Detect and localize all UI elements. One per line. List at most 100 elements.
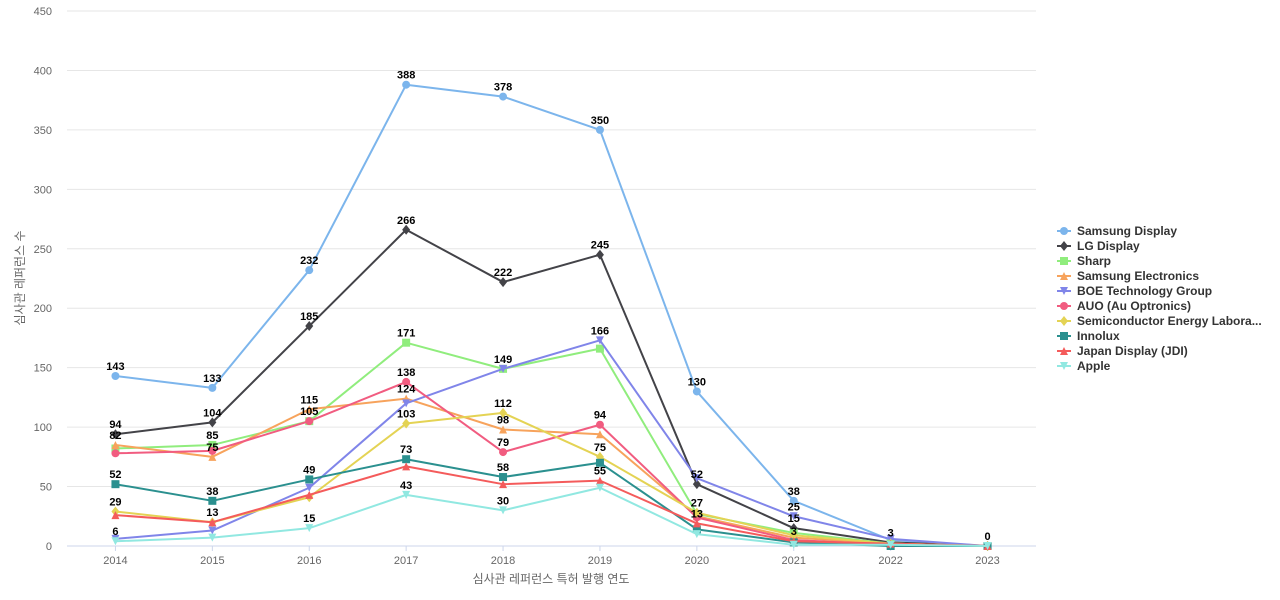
data-point[interactable]	[692, 519, 701, 528]
legend-label: Samsung Display	[1077, 224, 1177, 238]
legend-marker[interactable]	[1060, 227, 1068, 235]
legend-marker[interactable]	[1060, 332, 1068, 340]
data-point[interactable]	[111, 537, 120, 546]
data-point[interactable]	[692, 479, 701, 490]
data-point[interactable]	[499, 448, 508, 457]
data-point[interactable]	[595, 483, 604, 492]
series-0	[111, 80, 992, 550]
data-point[interactable]	[595, 336, 604, 345]
data-point[interactable]	[305, 405, 314, 414]
data-point[interactable]	[111, 449, 120, 458]
x-tick-label: 2021	[782, 555, 806, 567]
legend-marker[interactable]	[1060, 302, 1068, 310]
data-label: 55	[594, 466, 606, 478]
data-point[interactable]	[402, 418, 411, 429]
data-point[interactable]	[208, 526, 217, 535]
legend-item[interactable]: Innolux	[1057, 329, 1120, 343]
legend-marker[interactable]	[1060, 347, 1068, 355]
data-point[interactable]	[305, 483, 314, 492]
data-point[interactable]	[595, 458, 604, 467]
data-point[interactable]	[305, 266, 314, 275]
legend-item[interactable]: AUO (Au Optronics)	[1057, 299, 1191, 313]
data-point[interactable]	[499, 92, 508, 101]
data-point[interactable]	[111, 511, 120, 520]
legend-marker[interactable]	[1060, 316, 1068, 326]
legend-item[interactable]: LG Display	[1057, 239, 1140, 253]
data-point[interactable]	[692, 507, 701, 518]
legend-marker[interactable]	[1060, 257, 1068, 265]
data-label: 171	[397, 328, 415, 340]
data-point[interactable]	[499, 473, 508, 482]
data-point[interactable]	[402, 399, 411, 408]
data-point[interactable]	[305, 475, 314, 484]
data-point[interactable]	[111, 429, 120, 440]
legend-marker[interactable]	[1060, 241, 1068, 251]
data-point[interactable]	[499, 480, 508, 489]
data-point[interactable]	[595, 476, 604, 485]
legend-item[interactable]: Japan Display (JDI)	[1057, 344, 1188, 358]
data-point[interactable]	[499, 407, 508, 418]
data-point[interactable]	[692, 387, 701, 396]
legend-item[interactable]: Semiconductor Energy Labora...	[1057, 314, 1262, 328]
data-point[interactable]	[499, 277, 508, 288]
data-point[interactable]	[499, 506, 508, 515]
legend-item[interactable]: BOE Technology Group	[1057, 284, 1212, 298]
data-label: 98	[497, 414, 509, 426]
legend-label: LG Display	[1077, 239, 1140, 253]
data-point[interactable]	[402, 490, 411, 499]
legend-item[interactable]: Samsung Electronics	[1057, 269, 1199, 283]
data-point[interactable]	[305, 490, 314, 499]
data-label: 3	[888, 527, 894, 539]
data-point[interactable]	[208, 417, 217, 428]
data-point[interactable]	[305, 524, 314, 533]
data-point[interactable]	[208, 518, 217, 527]
data-point[interactable]	[208, 496, 217, 505]
legend-marker[interactable]	[1060, 287, 1068, 295]
data-point[interactable]	[499, 364, 508, 373]
data-point[interactable]	[111, 371, 120, 380]
series-1	[111, 224, 992, 551]
data-point[interactable]	[208, 440, 217, 449]
data-point[interactable]	[402, 80, 411, 89]
legend-item[interactable]: Samsung Display	[1057, 224, 1177, 238]
data-point[interactable]	[789, 530, 798, 541]
legend-item[interactable]: Apple	[1057, 359, 1111, 373]
data-point[interactable]	[789, 512, 798, 521]
data-point[interactable]	[402, 462, 411, 471]
data-point[interactable]	[886, 540, 895, 549]
data-label: 43	[400, 480, 412, 492]
data-point[interactable]	[208, 446, 217, 455]
data-point[interactable]	[208, 533, 217, 542]
data-point[interactable]	[692, 530, 701, 539]
data-point[interactable]	[789, 496, 798, 505]
data-point[interactable]	[595, 420, 604, 429]
data-point[interactable]	[595, 430, 604, 439]
data-point[interactable]	[402, 455, 411, 464]
data-point[interactable]	[305, 321, 314, 332]
data-point[interactable]	[499, 425, 508, 434]
series-line	[115, 380, 988, 547]
data-point[interactable]	[692, 474, 701, 483]
x-tick-label: 2023	[975, 555, 999, 567]
data-point[interactable]	[402, 338, 411, 347]
data-point[interactable]	[692, 525, 701, 534]
data-point[interactable]	[402, 224, 411, 235]
data-point[interactable]	[789, 540, 798, 549]
data-point[interactable]	[595, 249, 604, 260]
data-point[interactable]	[111, 480, 120, 489]
legend-item[interactable]: Sharp	[1057, 254, 1111, 268]
y-tick-label: 450	[34, 6, 52, 18]
data-point[interactable]	[305, 417, 314, 426]
data-point[interactable]	[208, 452, 217, 461]
data-point[interactable]	[595, 344, 604, 353]
legend-marker[interactable]	[1060, 272, 1068, 280]
data-point[interactable]	[402, 377, 411, 386]
legend-marker[interactable]	[1060, 362, 1068, 370]
data-label: 266	[397, 215, 415, 227]
data-point[interactable]	[983, 542, 992, 550]
data-label: 124	[397, 384, 416, 396]
data-point[interactable]	[595, 125, 604, 134]
data-point[interactable]	[208, 383, 217, 392]
data-point[interactable]	[111, 440, 120, 449]
